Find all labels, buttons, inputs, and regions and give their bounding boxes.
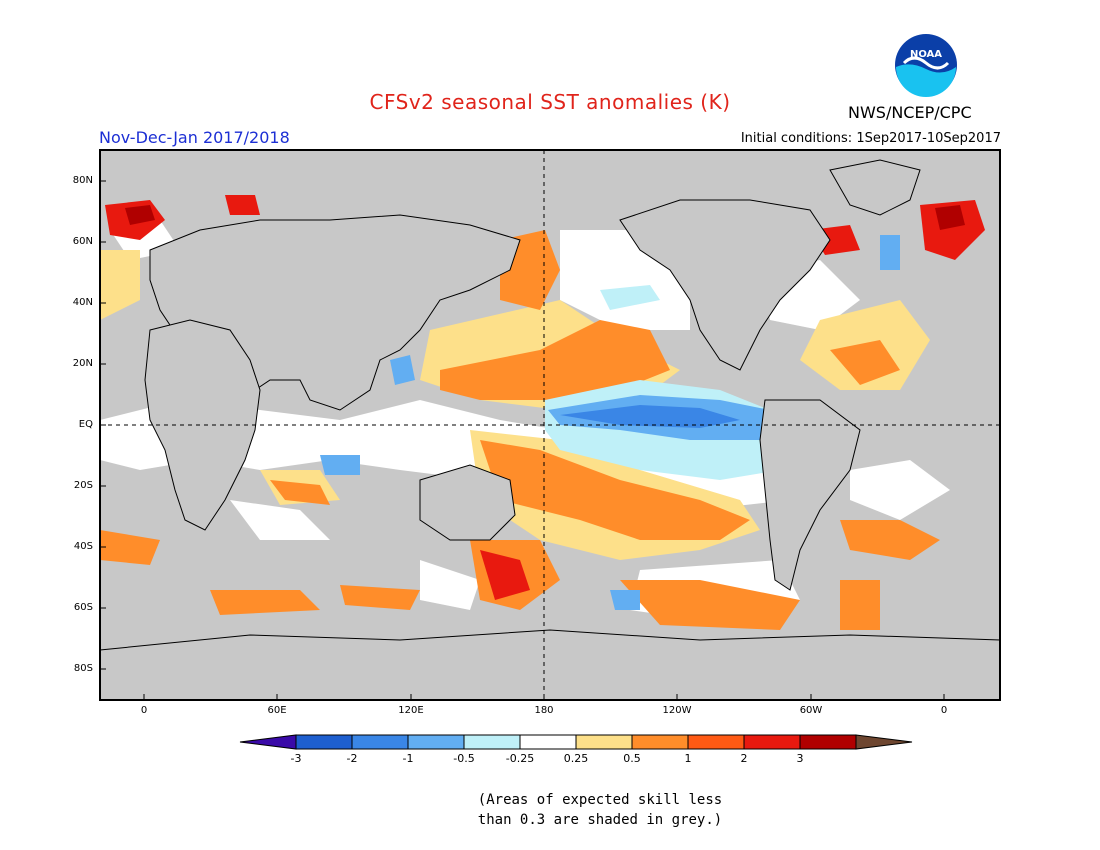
colorbar-label: -2 (346, 752, 358, 765)
colorbar-segment (575, 734, 633, 750)
colorbar-label: -1 (402, 752, 414, 765)
lat-label-80n: 80N (72, 175, 93, 186)
lon-label-120e: 120E (398, 705, 424, 716)
lat-label-eq: EQ (78, 419, 93, 430)
axis-ticks (100, 180, 945, 700)
season-label: Nov-Dec-Jan 2017/2018 (99, 128, 290, 147)
colorbar-arrow-high (855, 734, 913, 750)
colorbar-segment (407, 734, 465, 750)
cold-anomaly-regions (320, 235, 900, 610)
colorbar-label: 0.25 (563, 752, 589, 765)
colorbar-arrow-low (239, 734, 297, 750)
strong-warm-anomaly-regions (105, 195, 985, 260)
logo-text: NOAA (910, 49, 942, 60)
greenland-landmass (829, 159, 921, 216)
lon-label-60e: 60E (267, 705, 287, 716)
noaa-logo-icon: NOAA (895, 34, 957, 97)
colorbar-segment (687, 734, 745, 750)
colorbar-segment (799, 734, 857, 750)
footnote-line: (Areas of expected skill less (477, 792, 723, 808)
lon-label-180: 180 (534, 705, 554, 716)
colorbar-segment (463, 734, 521, 750)
colorbar-label: -0.25 (505, 752, 535, 765)
skill-footnote: (Areas of expected skill less than 0.3 a… (420, 790, 780, 830)
colorbar-label: 0.5 (623, 752, 641, 765)
lat-label-40s: 40S (73, 541, 93, 552)
initial-conditions-label: Initial conditions: 1Sep2017-10Sep2017 (740, 131, 1001, 146)
colorbar-label: -0.5 (453, 752, 475, 765)
colorbar-segment (631, 734, 689, 750)
colorbar-segment (351, 734, 409, 750)
agency-label: NWS/NCEP/CPC (848, 103, 972, 122)
colorbar (239, 734, 913, 750)
lat-label-20n: 20N (72, 358, 93, 369)
africa-landmass (144, 319, 261, 531)
colorbar-label: 3 (796, 752, 804, 765)
colorbar-segment (519, 734, 577, 750)
land-masses (99, 159, 1001, 701)
lon-label-0: 0 (140, 705, 148, 716)
lat-label-20s: 20S (73, 480, 93, 491)
map-title: CFSv2 seasonal SST anomalies (K) (369, 90, 731, 114)
lon-label-120w: 120W (662, 705, 692, 716)
lat-label-60n: 60N (72, 236, 93, 247)
footnote-line: than 0.3 are shaded in grey.) (477, 812, 723, 828)
lat-label-80s: 80S (73, 663, 93, 674)
lon-label-60w: 60W (799, 705, 823, 716)
warm-anomaly-regions (100, 230, 940, 630)
lat-label-40n: 40N (72, 297, 93, 308)
antarctica-landmass (99, 629, 1001, 701)
lon-label-0-east: 0 (940, 705, 948, 716)
colorbar-label: 2 (740, 752, 748, 765)
australia-landmass (419, 464, 516, 541)
colorbar-label: -3 (290, 752, 302, 765)
north-america-landmass (619, 199, 831, 371)
colorbar-segment (743, 734, 801, 750)
lat-label-60s: 60S (73, 602, 93, 613)
colorbar-label: 1 (684, 752, 692, 765)
colorbar-segment (295, 734, 353, 750)
